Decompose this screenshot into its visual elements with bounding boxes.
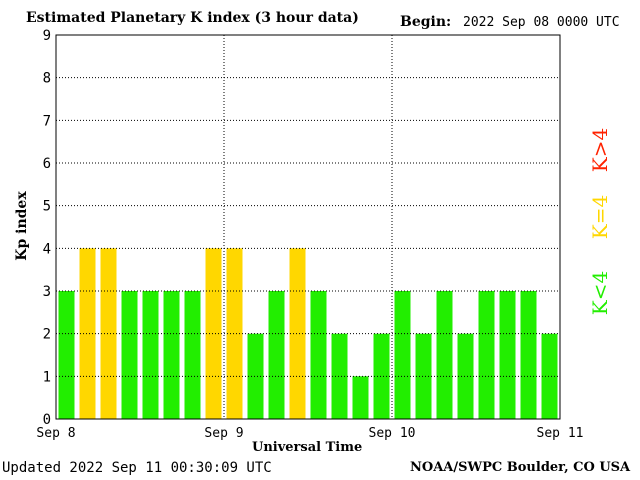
chart-title: Estimated Planetary K index (3 hour data… xyxy=(26,10,359,26)
y-tick-2: 2 xyxy=(43,327,51,343)
x-tick-sep-11: Sep 11 xyxy=(537,426,584,441)
legend-mid: K=4 xyxy=(588,187,612,247)
y-tick-7: 7 xyxy=(43,113,51,129)
kp-bar-16 xyxy=(394,291,411,419)
kp-bar-22 xyxy=(520,291,537,419)
y-tick-0: 0 xyxy=(43,412,51,428)
kp-bar-0 xyxy=(58,291,75,419)
kp-bar-3 xyxy=(121,291,138,419)
kp-bar-2 xyxy=(100,248,117,419)
y-tick-8: 8 xyxy=(43,71,51,87)
kp-bar-12 xyxy=(310,291,327,419)
kp-bar-23 xyxy=(541,333,558,419)
kp-bar-19 xyxy=(457,333,474,419)
y-tick-1: 1 xyxy=(43,369,51,385)
legend-mid-text: K=4 xyxy=(588,194,612,240)
legend-high-text: K>4 xyxy=(588,127,612,173)
x-axis-label: Universal Time xyxy=(252,440,363,455)
begin-label: Begin: xyxy=(400,14,452,30)
y-tick-6: 6 xyxy=(43,156,51,172)
x-tick-labels: Sep 8 Sep 9 Sep 10 Sep 11 xyxy=(36,426,583,441)
kp-bar-10 xyxy=(268,291,285,419)
kp-bar-1 xyxy=(79,248,96,419)
kp-bar-8 xyxy=(226,248,243,419)
kp-bar-13 xyxy=(331,333,348,419)
kp-bar-17 xyxy=(415,333,432,419)
y-tick-4: 4 xyxy=(43,241,51,257)
y-tick-labels: 0 1 2 3 4 5 6 7 8 9 xyxy=(43,28,51,428)
grid-layer xyxy=(56,35,560,419)
kp-bar-9 xyxy=(247,333,264,419)
kp-bar-14 xyxy=(352,376,369,419)
kp-bar-21 xyxy=(499,291,516,419)
plot-frame xyxy=(55,34,561,420)
legend-low-text: K<4 xyxy=(588,270,612,316)
y-tick-5: 5 xyxy=(43,199,51,215)
legend-high: K>4 xyxy=(588,120,612,180)
kp-bar-4 xyxy=(142,291,159,419)
y-tick-3: 3 xyxy=(43,284,51,300)
x-tick-sep-10: Sep 10 xyxy=(369,426,416,441)
updated-timestamp: Updated 2022 Sep 11 00:30:09 UTC xyxy=(2,460,272,476)
kp-bar-7 xyxy=(205,248,222,419)
kp-bar-18 xyxy=(436,291,453,419)
kp-bar-5 xyxy=(163,291,180,419)
kp-bar-20 xyxy=(478,291,495,419)
kp-bar-6 xyxy=(184,291,201,419)
source-credit: NOAA/SWPC Boulder, CO USA xyxy=(410,460,631,475)
x-tick-sep-8: Sep 8 xyxy=(36,426,75,441)
kp-bar-15 xyxy=(373,333,390,419)
y-tick-9: 9 xyxy=(43,28,51,44)
x-tick-sep-9: Sep 9 xyxy=(204,426,243,441)
legend-low: K<4 xyxy=(588,263,612,323)
kp-bar-11 xyxy=(289,248,306,419)
begin-value: 2022 Sep 08 0000 UTC xyxy=(463,15,620,30)
